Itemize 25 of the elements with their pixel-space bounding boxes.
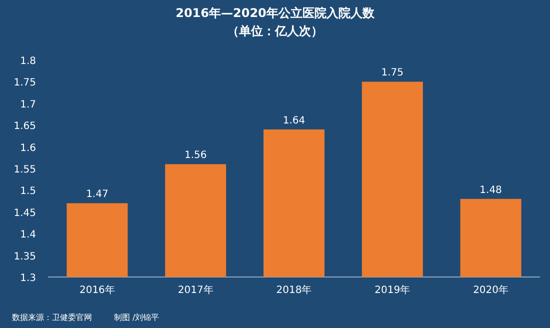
data-label: 1.75 bbox=[381, 68, 404, 79]
x-tick-label: 2016年 bbox=[79, 284, 115, 296]
data-label: 1.56 bbox=[184, 150, 207, 162]
x-tick-label: 2019年 bbox=[374, 284, 410, 296]
y-tick-label: 1.8 bbox=[20, 56, 36, 67]
text: 制图 /刘锦平 bbox=[114, 313, 160, 322]
y-tick-label: 1.65 bbox=[14, 121, 36, 132]
y-tick-label: 1.3 bbox=[20, 273, 36, 284]
data-label: 1.64 bbox=[282, 115, 306, 126]
y-tick-label: 1.75 bbox=[14, 78, 36, 89]
y-tick-label: 1.4 bbox=[20, 230, 36, 241]
x-tick-label: 2017年 bbox=[178, 284, 214, 296]
y-tick-label: 1.45 bbox=[14, 208, 36, 219]
y-tick-label: 1.35 bbox=[14, 251, 36, 262]
data-label: 1.47 bbox=[86, 189, 108, 200]
source-note: 数据来源：卫健委官网 bbox=[12, 313, 92, 322]
chart-title: 2016年—2020年公立医院入院人数 bbox=[176, 6, 376, 20]
y-tick-label: 1.7 bbox=[20, 99, 36, 110]
data-label: 1.48 bbox=[480, 184, 502, 196]
y-tick-label: 1.5 bbox=[20, 186, 36, 198]
x-tick-label: 2020年 bbox=[473, 284, 509, 296]
y-tick-label: 1.55 bbox=[14, 164, 36, 176]
x-tick-label: 2018年 bbox=[276, 284, 312, 296]
chart-subtitle: （单位：亿人次） bbox=[227, 24, 323, 38]
y-tick-label: 1.6 bbox=[20, 142, 36, 154]
